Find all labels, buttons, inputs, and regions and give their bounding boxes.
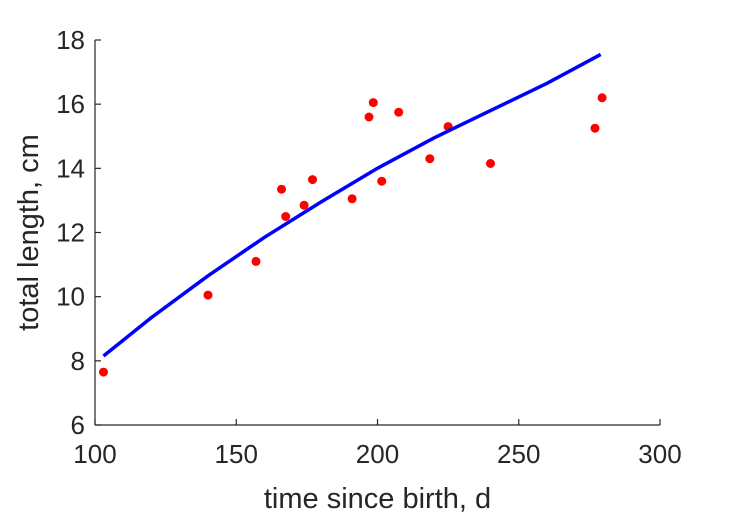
x-axis-ticks: 100 150 200 250 300 [73, 419, 682, 469]
fit-curve-line [102, 52, 602, 358]
y-tick-label: 18 [56, 25, 85, 55]
y-tick-label: 14 [56, 153, 85, 183]
data-point [425, 154, 435, 164]
y-tick-label: 12 [56, 218, 85, 248]
x-tick-label: 250 [497, 439, 540, 469]
data-point [590, 123, 600, 133]
y-tick-label: 8 [71, 346, 85, 376]
data-point [99, 367, 108, 377]
x-tick-label: 100 [73, 439, 116, 469]
data-point [597, 93, 607, 103]
data-point [377, 176, 387, 186]
x-tick-label: 300 [638, 439, 681, 469]
data-point [368, 98, 378, 108]
data-point [347, 194, 357, 204]
series-layer [99, 52, 607, 377]
x-axis-label: time since birth, d [264, 483, 491, 515]
data-point [251, 256, 261, 266]
axes [94, 40, 660, 426]
data-point [486, 159, 495, 168]
x-tick-label: 200 [356, 439, 399, 469]
y-axis-ticks: 6 8 10 12 14 16 18 [56, 25, 101, 440]
data-point [308, 175, 317, 185]
data-point [281, 212, 291, 221]
data-point [364, 112, 374, 122]
data-point [203, 290, 213, 300]
y-tick-label: 10 [56, 282, 85, 312]
data-point [299, 200, 309, 210]
y-tick-label: 6 [71, 410, 85, 440]
data-point [394, 107, 404, 117]
y-tick-label: 16 [56, 89, 85, 119]
data-point [277, 184, 286, 194]
x-tick-label: 150 [215, 439, 258, 469]
y-axis-label: total length, cm [13, 134, 45, 331]
